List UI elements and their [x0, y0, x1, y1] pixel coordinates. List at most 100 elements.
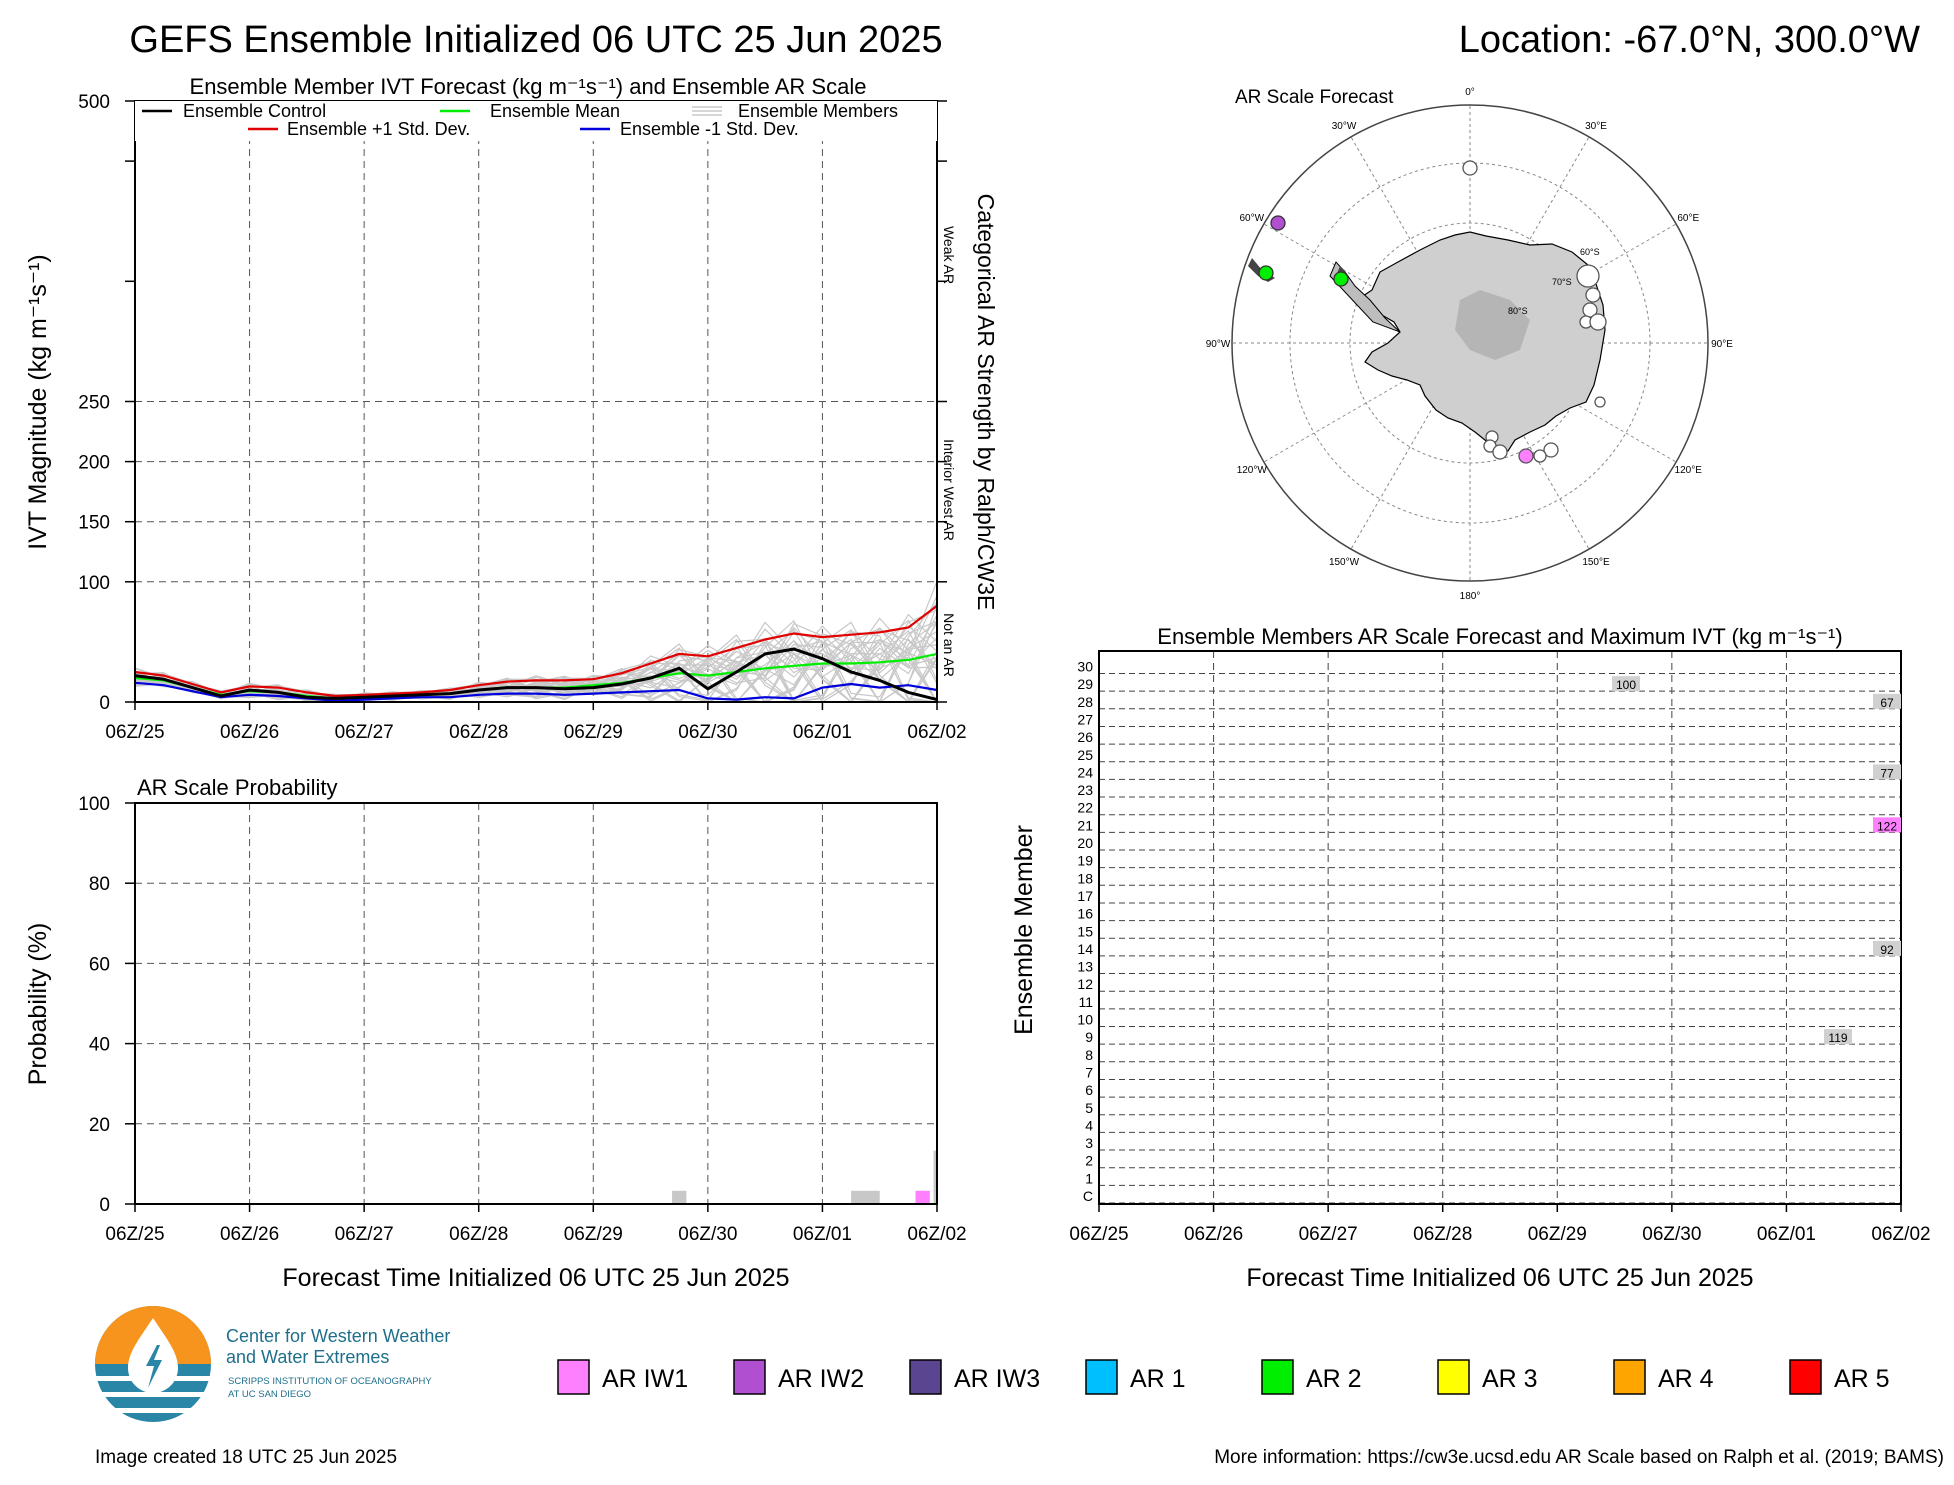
members-x-tick-label: 06Z/01 [1757, 1224, 1816, 1245]
prob-y-tick-label: 60 [89, 954, 110, 975]
member-row-label: 24 [1077, 764, 1093, 780]
members-gridlines [1099, 651, 1901, 1204]
legend-label-ar-5: AR 5 [1834, 1365, 1890, 1393]
ivt-y-tick-label: 250 [78, 393, 110, 414]
map-marker-ar-iw2 [1270, 215, 1286, 231]
ivt-y-tick-label: 150 [78, 513, 110, 534]
legend-label-ar-2: AR 2 [1306, 1365, 1362, 1393]
prob-x-tick-label: 06Z/25 [105, 1224, 164, 1245]
footer-created: Image created 18 UTC 25 Jun 2025 [95, 1447, 397, 1468]
ivt-x-tick-label: 06Z/30 [678, 722, 737, 743]
map-marker-empty [1543, 442, 1559, 458]
legend-plus-std-label: Ensemble +1 Std. Dev. [287, 119, 470, 139]
member-row-label: 9 [1085, 1029, 1093, 1045]
member-row-label: 3 [1085, 1135, 1093, 1151]
member-max-ivt-label: 92 [1880, 943, 1894, 957]
member-row-label: 23 [1077, 782, 1093, 798]
map-longitude-line [1469, 342, 1677, 463]
map-marker-empty [1576, 264, 1600, 288]
cw3e-logo: Center for Western Weather and Water Ext… [95, 1306, 450, 1422]
member-max-ivt-label: 119 [1828, 1031, 1847, 1045]
member-row-label: 22 [1077, 800, 1093, 816]
footer-more-info: More information: https://cw3e.ucsd.edu … [1214, 1447, 1944, 1468]
logo-line3: SCRIPPS INSTITUTION OF OCEANOGRAPHY [228, 1376, 432, 1387]
member-row-label: 1 [1085, 1170, 1093, 1186]
member-row-label: 10 [1077, 1012, 1093, 1028]
member-row-label: 17 [1077, 888, 1093, 904]
member-row-label: 8 [1085, 1047, 1093, 1063]
ivt-y-tick-label: 0 [99, 693, 110, 714]
members-max-ivt-labels: 100 67 77 122 92 119 [1612, 676, 1901, 1045]
map-longitude-label: 150°E [1582, 557, 1610, 568]
map-marker-empty [1533, 449, 1547, 463]
map-latitude-labels: 60°S 70°S 80°S [1508, 247, 1600, 316]
legend-label-ar-iw1: AR IW1 [602, 1365, 688, 1393]
page-title: GEFS Ensemble Initialized 06 UTC 25 Jun … [129, 19, 942, 61]
legend-swatch-ar-iw3 [909, 1359, 942, 1395]
ivt-y-axis-label: IVT Magnitude (kg m⁻¹s⁻¹) [24, 254, 52, 549]
ivt-minus-std-line [134, 681, 938, 702]
map-longitude-line [1469, 223, 1677, 344]
cw3e-logo-mark [95, 1306, 211, 1422]
ivt-control-line [134, 647, 938, 702]
member-max-ivt-label: 67 [1880, 696, 1894, 710]
member-row-label: 7 [1085, 1064, 1093, 1080]
member-row-label: 5 [1085, 1100, 1093, 1116]
member-row-label: 13 [1077, 959, 1093, 975]
ivt-x-tick-label: 06Z/29 [564, 722, 623, 743]
map-longitude-labels: 0° 30°E 60°E 90°E 120°E 150°E 180° 150°W 120°W 90… [1206, 87, 1734, 602]
member-row-label: 26 [1077, 729, 1093, 745]
category-not-an-ar: Not an AR [941, 613, 957, 677]
ivt-x-tick-label: 06Z/28 [449, 722, 508, 743]
members-x-axis-label: Forecast Time Initialized 06 UTC 25 Jun … [1246, 1264, 1753, 1292]
members-chart-title: Ensemble Members AR Scale Forecast and M… [1157, 624, 1842, 649]
logo-line1: Center for Western Weather [226, 1326, 450, 1346]
map-marker-ar2 [1333, 271, 1349, 287]
member-row-label: 30 [1077, 659, 1093, 675]
member-row-label: 21 [1077, 817, 1093, 833]
prob-bar [672, 1190, 687, 1204]
members-x-tick-label: 06Z/26 [1184, 1224, 1243, 1245]
members-plot-frame [1098, 650, 1902, 1205]
ivt-x-ticks: 06Z/25 06Z/26 06Z/27 06Z/28 06Z/29 06Z/30 06Z/… [105, 702, 967, 743]
logo-line2: and Water Extremes [226, 1347, 389, 1367]
map-longitude-line [1263, 342, 1471, 463]
prob-x-tick-label: 06Z/27 [335, 1224, 394, 1245]
members-x-tick-label: 06Z/02 [1871, 1224, 1930, 1245]
prob-bar [915, 1190, 930, 1204]
map-longitude-line [1469, 342, 1590, 550]
member-row-label: 15 [1077, 923, 1093, 939]
member-row-label: 11 [1078, 994, 1093, 1010]
member-row-label: 16 [1077, 906, 1093, 922]
ivt-gridlines [135, 101, 937, 702]
ivt-series-lines [134, 604, 938, 702]
ivt-member-line [134, 609, 938, 703]
ivt-x-tick-label: 06Z/27 [335, 722, 394, 743]
member-cell [1873, 764, 1901, 780]
map-ar-markers [1258, 160, 1607, 464]
prob-x-tick-label: 06Z/29 [564, 1224, 623, 1245]
ivt-y-ticks: 0 100 150 200 250 500 [78, 92, 947, 714]
map-marker-empty [1462, 160, 1478, 176]
member-row-label: 18 [1077, 870, 1093, 886]
members-x-tick-label: 06Z/27 [1299, 1224, 1358, 1245]
ivt-y-tick-label: 200 [78, 453, 110, 474]
legend-members-swatch [692, 106, 722, 116]
member-row-label: 4 [1085, 1117, 1093, 1133]
ivt-x-tick-label: 06Z/02 [907, 722, 966, 743]
member-cell [1873, 693, 1901, 709]
ivt-x-tick-label: 06Z/25 [105, 722, 164, 743]
prob-y-tick-label: 0 [99, 1195, 110, 1216]
map-marker-ar2 [1258, 265, 1274, 281]
prob-plot-frame [134, 802, 938, 1205]
prob-y-tick-label: 80 [89, 874, 110, 895]
ivt-ensemble-members [134, 581, 938, 703]
member-row-label: 19 [1077, 853, 1093, 869]
ivt-right-axis-label: Categorical AR Strength by Ralph/CW3E [973, 194, 999, 611]
map-longitude-line [1350, 136, 1471, 344]
legend-label-ar-iw2: AR IW2 [778, 1365, 864, 1393]
prob-x-ticks: 06Z/25 06Z/26 06Z/27 06Z/28 06Z/29 06Z/30 06Z/… [105, 1204, 967, 1245]
map-longitude-label: 120°W [1237, 465, 1268, 476]
map-longitude-label: 150°W [1329, 557, 1360, 568]
